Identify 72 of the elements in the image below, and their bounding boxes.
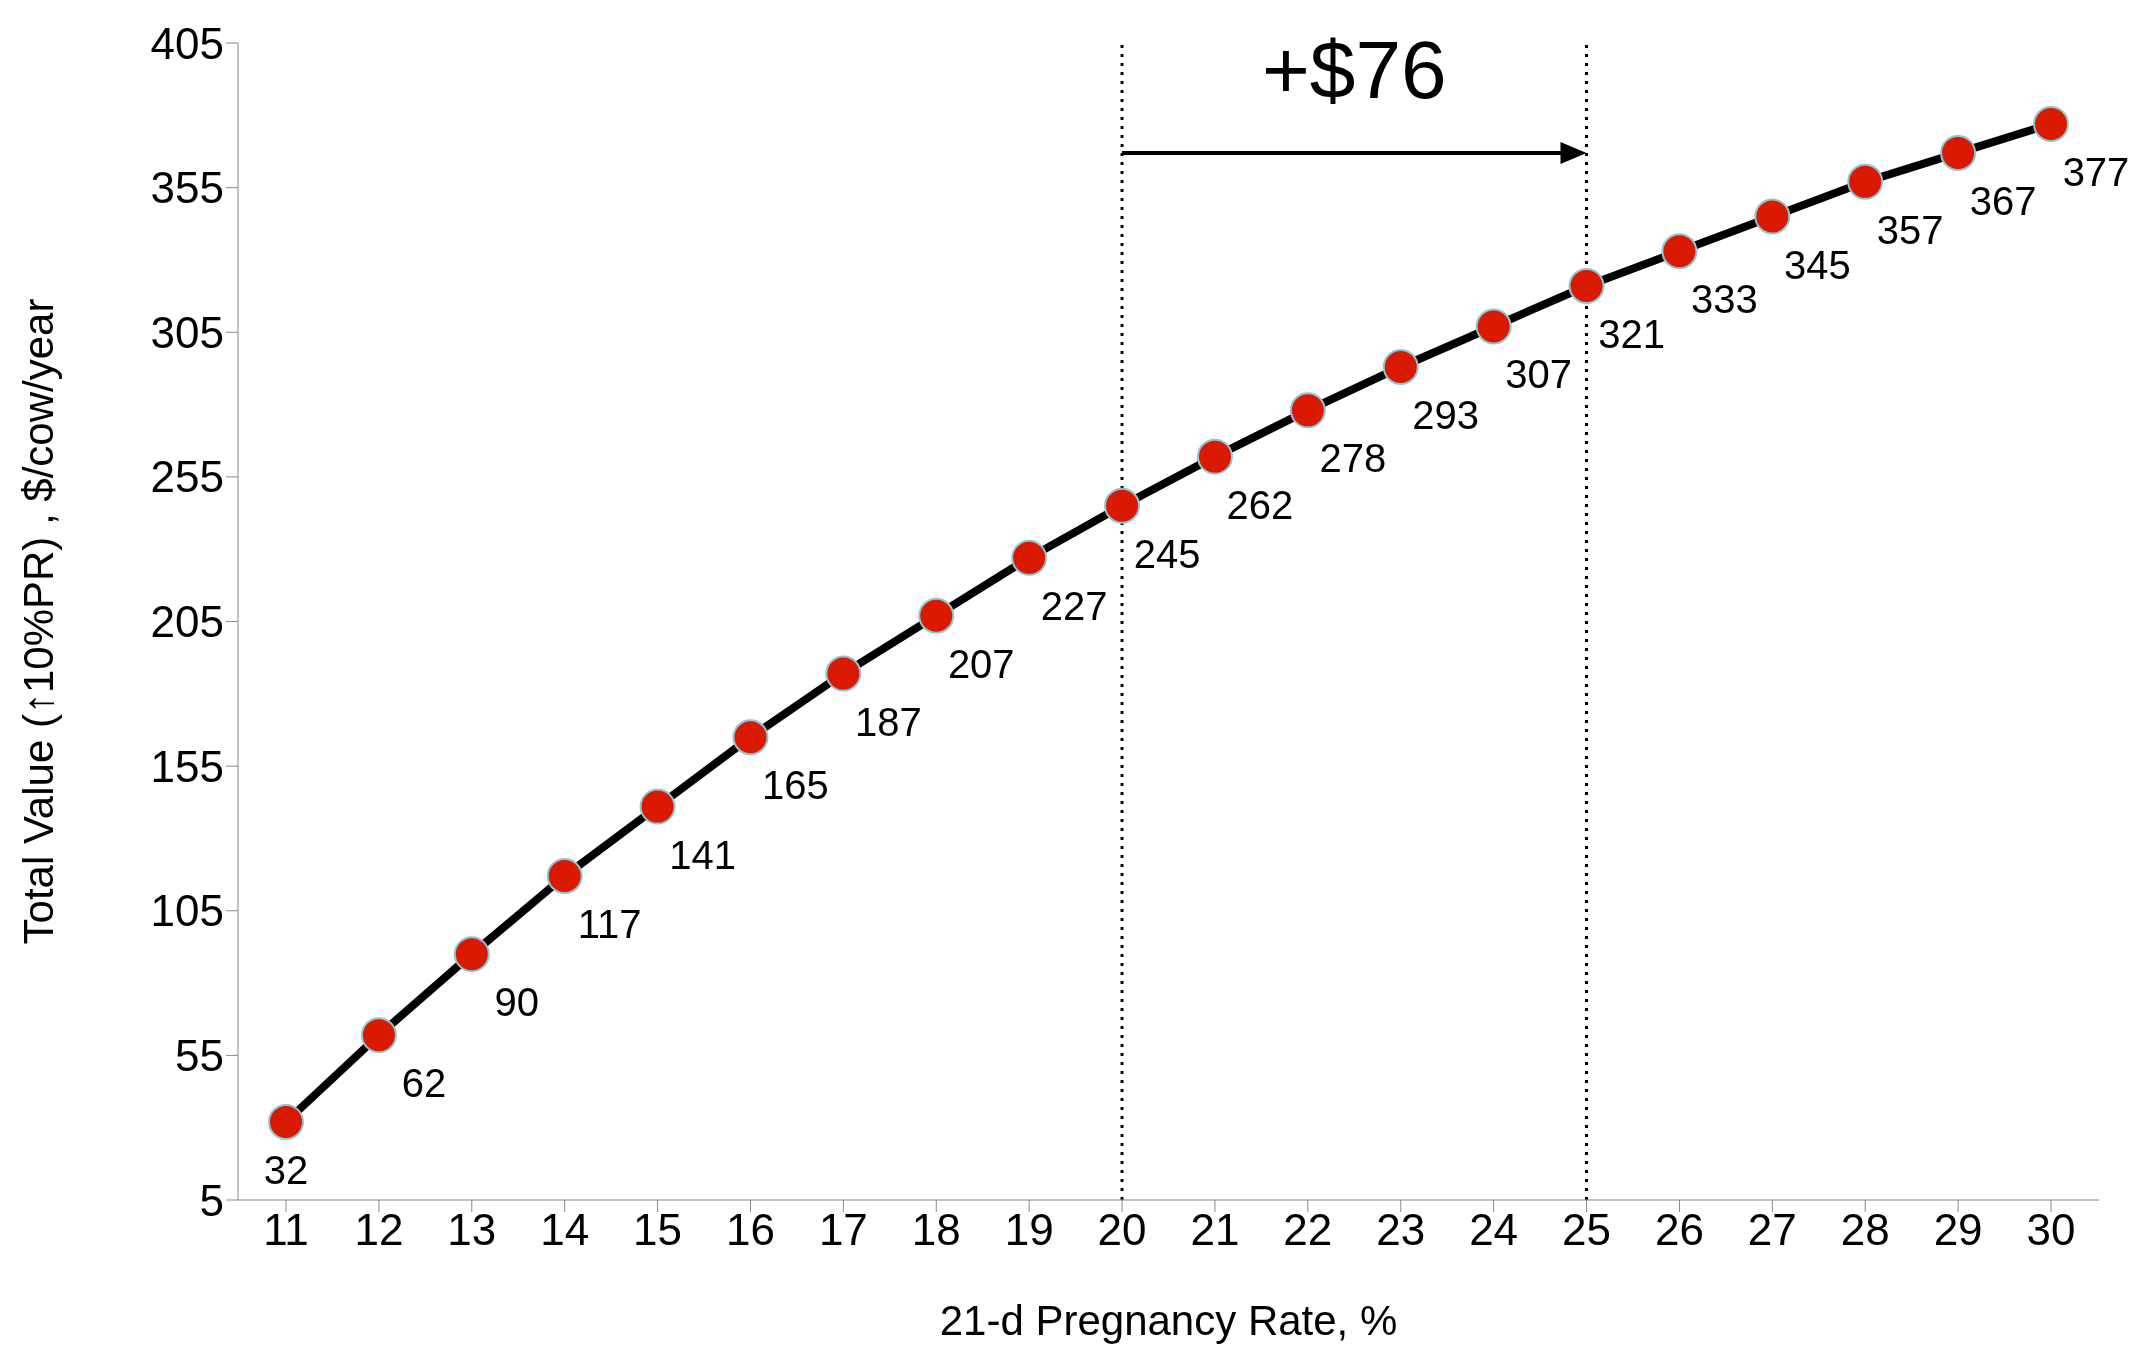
point: [1289, 392, 1326, 429]
x-tick-label: 27: [1747, 1205, 1797, 1255]
x-tick-label: 14: [540, 1205, 590, 1255]
data-label: 293: [1412, 392, 1480, 437]
data-label: 32: [263, 1147, 309, 1192]
y-tick-label: 55: [175, 1030, 224, 1080]
x-tick-label: 12: [354, 1205, 404, 1255]
y-tick-label: 105: [150, 886, 224, 936]
y-tick-label: 355: [150, 163, 224, 213]
y-tick-label: 305: [150, 307, 224, 357]
y-tick-label: 205: [150, 597, 224, 647]
data-label: 227: [1040, 583, 1108, 628]
point: [453, 936, 490, 973]
point: [1847, 163, 1884, 200]
data-label: 377: [2062, 149, 2130, 194]
data-label: 207: [947, 641, 1015, 686]
point: [1940, 134, 1977, 171]
data-label: 357: [1876, 207, 1944, 252]
point: [1568, 267, 1605, 304]
data-label: 187: [854, 699, 922, 744]
data-label: 245: [1133, 531, 1201, 576]
data-label: 90: [494, 980, 540, 1025]
point: [732, 719, 769, 756]
point: [918, 597, 955, 634]
data-label: 321: [1598, 311, 1665, 356]
point: [1754, 198, 1791, 235]
point: [825, 655, 862, 692]
x-tick-label: 29: [1933, 1205, 1983, 1255]
data-label: 367: [1969, 178, 2037, 223]
point: [546, 858, 583, 895]
data-label: 117: [577, 902, 642, 947]
y-tick-label: 255: [150, 452, 224, 502]
y-tick-label: 5: [199, 1175, 224, 1225]
point: [2033, 105, 2069, 142]
annotation: +$76: [1261, 23, 1447, 115]
x-tick-label: 25: [1562, 1205, 1611, 1255]
data-label: 307: [1505, 352, 1573, 397]
data-label: 345: [1783, 242, 1851, 287]
point: [1475, 308, 1512, 345]
x-tick-label: 16: [726, 1205, 775, 1255]
point: [639, 788, 676, 825]
y-axis-title: Total Value (↑10%PR) , $/cow/year: [14, 298, 62, 945]
data-label: 141: [669, 832, 736, 877]
x-tick-label: 21: [1190, 1205, 1240, 1255]
point: [360, 1017, 397, 1054]
x-tick-label: 28: [1840, 1205, 1890, 1255]
point: [1382, 348, 1419, 385]
x-tick-label: 17: [818, 1205, 868, 1255]
data-label: 262: [1226, 482, 1294, 527]
x-tick-label: 22: [1283, 1205, 1333, 1255]
point: [1011, 539, 1048, 576]
y-tick-label: 405: [150, 18, 224, 68]
data-label: 62: [401, 1061, 447, 1106]
x-tick-label: 20: [1097, 1205, 1147, 1255]
point: [1196, 438, 1233, 475]
point: [268, 1103, 304, 1140]
data-label: 333: [1691, 277, 1758, 322]
x-tick-label: 30: [2026, 1205, 2076, 1255]
x-axis-title: 21-d Pregnancy Rate, %: [939, 1297, 1398, 1344]
x-tick-label: 11: [263, 1205, 309, 1255]
x-tick-label: 24: [1469, 1205, 1519, 1255]
x-tick-label: 13: [447, 1205, 497, 1255]
point: [1661, 233, 1698, 270]
data-label: 278: [1319, 436, 1387, 481]
x-tick-label: 18: [911, 1205, 961, 1255]
x-tick-label: 26: [1654, 1205, 1704, 1255]
x-tick-label: 23: [1376, 1205, 1426, 1255]
x-tick-label: 15: [633, 1205, 683, 1255]
x-tick-label: 19: [1004, 1205, 1054, 1255]
point: [1104, 487, 1141, 524]
data-label: 165: [762, 763, 829, 808]
y-tick-label: 155: [150, 741, 224, 791]
